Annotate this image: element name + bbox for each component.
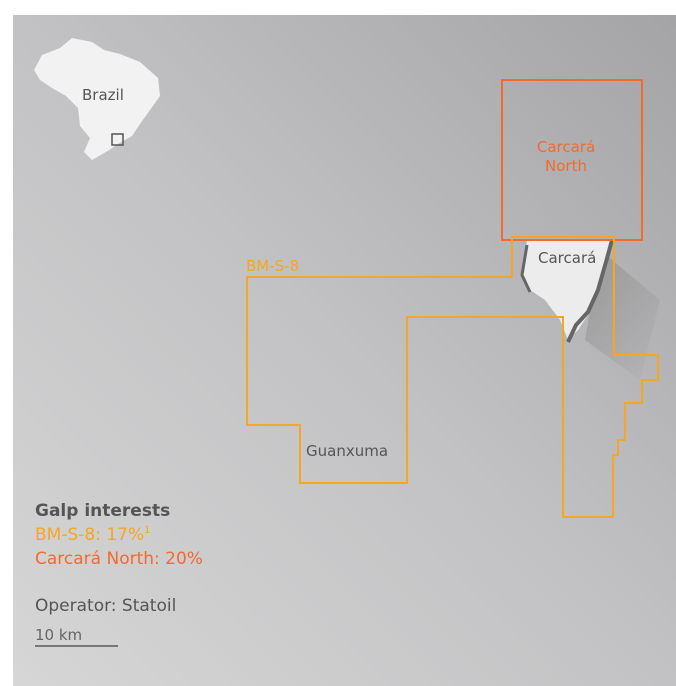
legend-title: Galp interests [35, 501, 170, 521]
field-shadow [585, 250, 660, 380]
block-label: BM-S-8 [246, 257, 299, 275]
block-label: North [545, 157, 587, 175]
brazil-silhouette [34, 38, 160, 160]
legend-item: BM-S-8: 17%1 [35, 525, 151, 545]
country-label: Brazil [82, 86, 124, 104]
operator: Operator: Statoil [35, 596, 176, 616]
scale-label: 10 km [35, 626, 82, 644]
footnote-mark: 1 [144, 525, 150, 536]
carcara-field [522, 240, 612, 340]
legend-text: BM-S-8: 17% [35, 525, 144, 545]
carcara-north-block [501, 79, 643, 241]
block-label: Carcará [537, 138, 595, 156]
bm-s-8-block [246, 236, 659, 518]
field-edge [566, 239, 614, 343]
field-label: Guanxuma [306, 442, 388, 460]
location-marker [111, 133, 124, 146]
legend-item: Carcará North: 20% [35, 549, 203, 569]
field-edge [520, 244, 532, 293]
field-label: Carcará [538, 249, 596, 267]
